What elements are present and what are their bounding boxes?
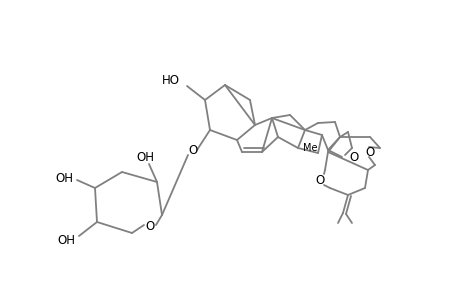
Text: OH: OH: [57, 233, 75, 247]
Text: O: O: [315, 173, 324, 187]
Text: O: O: [145, 220, 154, 233]
Text: Me: Me: [303, 143, 317, 153]
Text: O: O: [188, 143, 197, 157]
Text: HO: HO: [162, 74, 179, 86]
Text: O: O: [364, 146, 374, 158]
Text: OH: OH: [55, 172, 73, 184]
Text: OH: OH: [136, 151, 154, 164]
Text: O: O: [349, 151, 358, 164]
